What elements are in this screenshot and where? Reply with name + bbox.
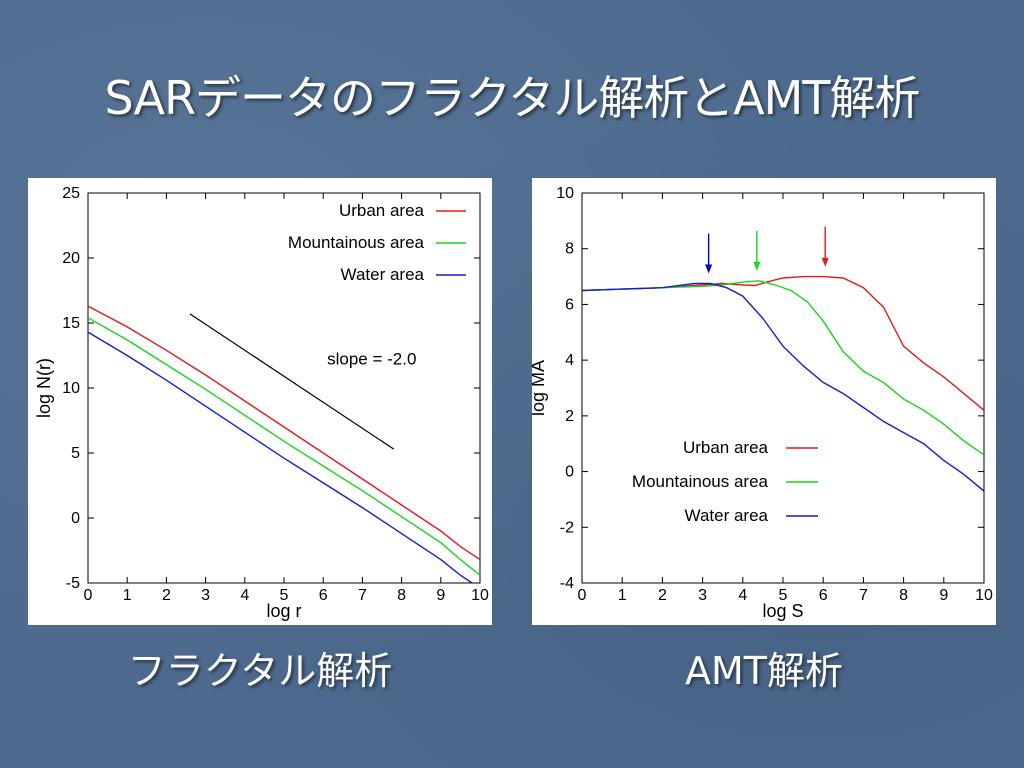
y-tick-label: 0 <box>565 464 574 481</box>
y-tick-label: 4 <box>565 352 574 369</box>
x-tick-label: 8 <box>397 587 406 604</box>
x-tick-label: 6 <box>319 587 328 604</box>
slope-annotation: slope = -2.0 <box>327 350 416 369</box>
x-tick-label: 2 <box>658 587 667 604</box>
x-tick-label: 4 <box>240 587 249 604</box>
x-tick-label: 7 <box>358 587 367 604</box>
x-tick-label: 3 <box>201 587 210 604</box>
x-tick-label: 5 <box>280 587 289 604</box>
amt-chart: 0 1 2 3 4 5 6 7 8 9 10 -4 -2 0 2 4 6 8 10 log S log MA Urban … <box>532 185 993 621</box>
y-tick-label: 0 <box>71 510 80 527</box>
fractal-caption: フラクタル解析 <box>127 649 393 693</box>
legend-label: Water area <box>341 265 425 284</box>
y-tick-label: 10 <box>62 380 80 397</box>
x-tick-label: 9 <box>939 587 948 604</box>
plot-frame <box>581 192 985 584</box>
x-tick-label: 5 <box>779 587 788 604</box>
series-line-urban-area <box>581 275 985 411</box>
fractal-chart-panel: 0 1 2 3 4 5 6 7 8 9 10 -5 0 5 10 15 20 25 log r log N(r) Urb… <box>28 178 492 625</box>
legend-label: Water area <box>685 506 769 525</box>
series-line-mountainous-area <box>87 317 481 576</box>
amt-chart-panel: 0 1 2 3 4 5 6 7 8 9 10 -4 -2 0 2 4 6 8 10 log S log MA Urban … <box>532 178 996 625</box>
y-tick-label: 15 <box>62 315 80 332</box>
legend-label: Mountainous area <box>632 472 769 491</box>
legend-label: Urban area <box>683 438 769 457</box>
peak-arrow-head <box>821 257 829 267</box>
y-axis-label: log MA <box>532 360 548 416</box>
amt-caption: AMT解析 <box>685 649 843 693</box>
y-axis-label: log N(r) <box>34 358 54 418</box>
legend-label: Urban area <box>339 201 425 220</box>
x-tick-label: 4 <box>738 587 747 604</box>
peak-arrow-head <box>705 264 713 274</box>
peak-arrow-head <box>753 261 761 271</box>
x-tick-label: 10 <box>471 587 489 604</box>
series-line-urban-area <box>87 305 481 561</box>
series-line-mountainous-area <box>581 280 985 456</box>
x-tick-label: 8 <box>899 587 908 604</box>
x-tick-label: 6 <box>819 587 828 604</box>
y-tick-label: 6 <box>565 296 574 313</box>
legend-label: Mountainous area <box>288 233 425 252</box>
y-tick-label: 20 <box>62 250 80 267</box>
x-axis-label: log S <box>762 601 803 621</box>
y-tick-label: -2 <box>560 519 574 536</box>
slide-title: SARデータのフラクタル解析とAMT解析 <box>104 71 921 125</box>
y-tick-label: 5 <box>71 445 80 462</box>
y-tick-label: 2 <box>565 408 574 425</box>
y-tick-label: -4 <box>560 575 574 592</box>
x-tick-label: 1 <box>123 587 132 604</box>
slope-reference-line <box>189 313 395 450</box>
y-tick-label: -5 <box>66 575 80 592</box>
x-tick-label: 10 <box>975 587 993 604</box>
y-tick-label: 8 <box>565 241 574 258</box>
x-tick-label: 0 <box>578 587 587 604</box>
x-axis-label: log r <box>266 601 301 621</box>
x-tick-label: 9 <box>436 587 445 604</box>
series-line-water-area <box>87 331 473 584</box>
series-line-water-area <box>581 282 985 492</box>
x-tick-label: 3 <box>698 587 707 604</box>
y-tick-label: 10 <box>556 185 574 202</box>
x-tick-label: 1 <box>618 587 627 604</box>
x-tick-label: 7 <box>859 587 868 604</box>
y-tick-label: 25 <box>62 185 80 202</box>
x-tick-label: 0 <box>84 587 93 604</box>
x-tick-label: 2 <box>162 587 171 604</box>
